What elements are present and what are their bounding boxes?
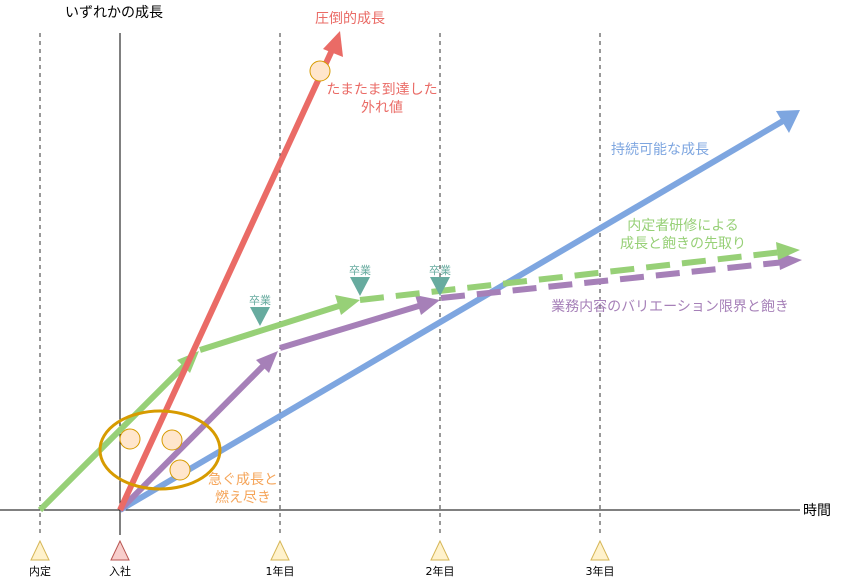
overwhelming-growth-arrow <box>117 31 343 512</box>
burnout-dot <box>169 459 191 481</box>
graduation-label: 卒業 <box>249 293 271 307</box>
timeline-markers <box>30 539 610 561</box>
naitei-marker <box>30 539 50 561</box>
graduation-marker <box>430 277 450 296</box>
3nen-label: 3年目 <box>586 564 615 578</box>
business-limit-label: 業務内容のバリエーション限界と飽き <box>551 298 789 315</box>
1nen-label: 1年目 <box>266 564 295 578</box>
burnout-label-line2: 燃え尽き <box>215 489 271 506</box>
training-label-line1: 内定者研修による <box>627 218 739 234</box>
3nen-marker <box>590 539 610 561</box>
burnout-ellipse <box>98 409 222 491</box>
nyusha-marker <box>110 539 130 561</box>
graduation-marker <box>350 277 370 296</box>
2nen-label: 2年目 <box>426 564 455 578</box>
business-limit-arrow <box>117 252 802 513</box>
2nen-marker <box>430 539 450 561</box>
graduation-label: 卒業 <box>349 263 371 277</box>
naitei-label: 内定 <box>29 564 51 578</box>
training-label-line2: 成長と飽きの先取り <box>620 235 746 252</box>
training-arrow <box>37 242 800 513</box>
x-axis-label: 時間 <box>803 503 831 519</box>
outlier-dot <box>309 60 331 82</box>
outlier-label-line1: たまたま到達した <box>326 82 437 98</box>
sustainable-growth-arrow <box>118 110 800 513</box>
graduation-markers: 卒業 卒業 卒業 <box>249 263 451 326</box>
overwhelming-growth-label: 圧倒的成長 <box>315 11 385 27</box>
graduation-label: 卒業 <box>429 263 451 277</box>
graduation-marker <box>250 307 270 326</box>
1nen-marker <box>270 539 290 561</box>
burnout-dot <box>161 429 183 451</box>
growth-dots <box>119 60 331 481</box>
burnout-dot <box>119 428 141 450</box>
outlier-label-line2: 外れ値 <box>361 100 403 116</box>
y-axis-label: いずれかの成長 <box>65 5 163 21</box>
burnout-label-line1: 急ぐ成長と <box>208 472 278 488</box>
nyusha-label: 入社 <box>109 564 131 578</box>
sustainable-growth-label: 持続可能な成長 <box>611 141 709 158</box>
timeline-labels: 内定 入社 1年目 2年目 3年目 <box>29 564 615 578</box>
